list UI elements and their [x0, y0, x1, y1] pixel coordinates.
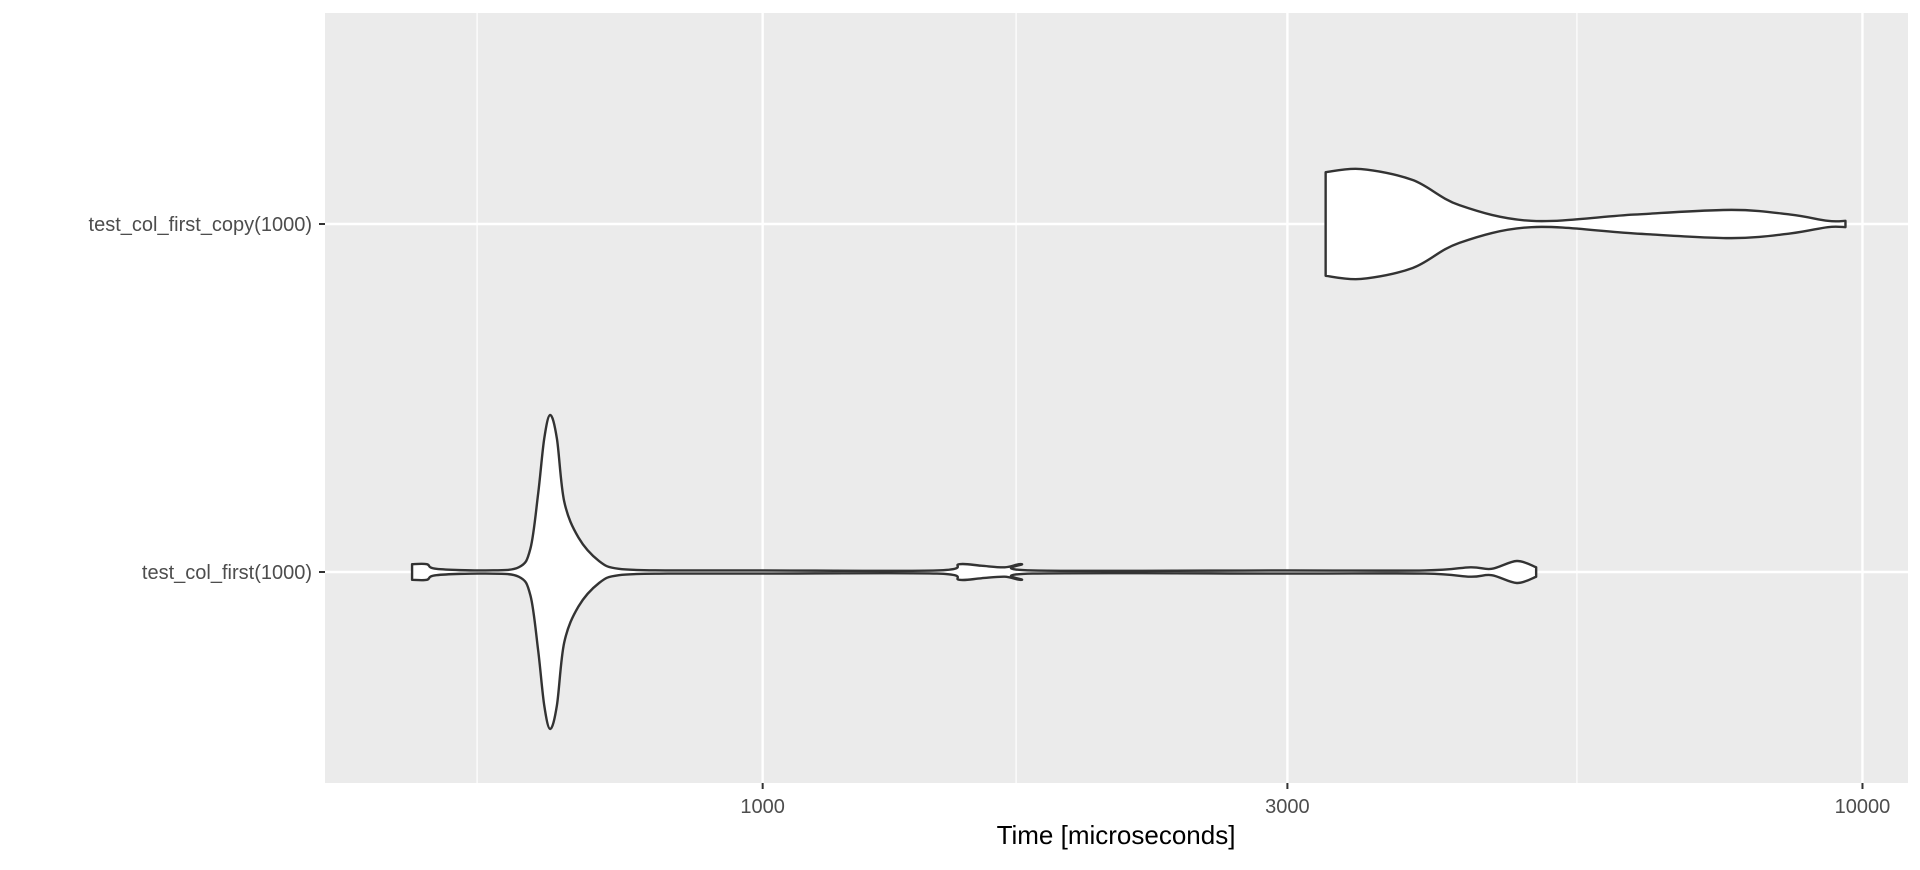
x-axis-title: Time [microseconds]	[997, 820, 1236, 850]
y-tick-label: test_col_first(1000)	[142, 562, 312, 584]
violin	[1324, 167, 1847, 281]
x-tick-label: 10000	[1835, 796, 1891, 818]
x-tick-label: 3000	[1265, 796, 1310, 818]
major-gridlines	[761, 13, 1864, 783]
violin	[410, 413, 1538, 731]
x-tick-label: 1000	[740, 796, 785, 818]
plot-panel	[325, 13, 1908, 783]
y-tick-label: test_col_first_copy(1000)	[89, 214, 312, 236]
x-axis: 1000 3000 10000	[740, 783, 1890, 818]
minor-gridlines	[476, 13, 1578, 783]
violins	[410, 167, 1847, 731]
y-axis: test_col_first(1000) test_col_first_copy(…	[89, 214, 325, 584]
